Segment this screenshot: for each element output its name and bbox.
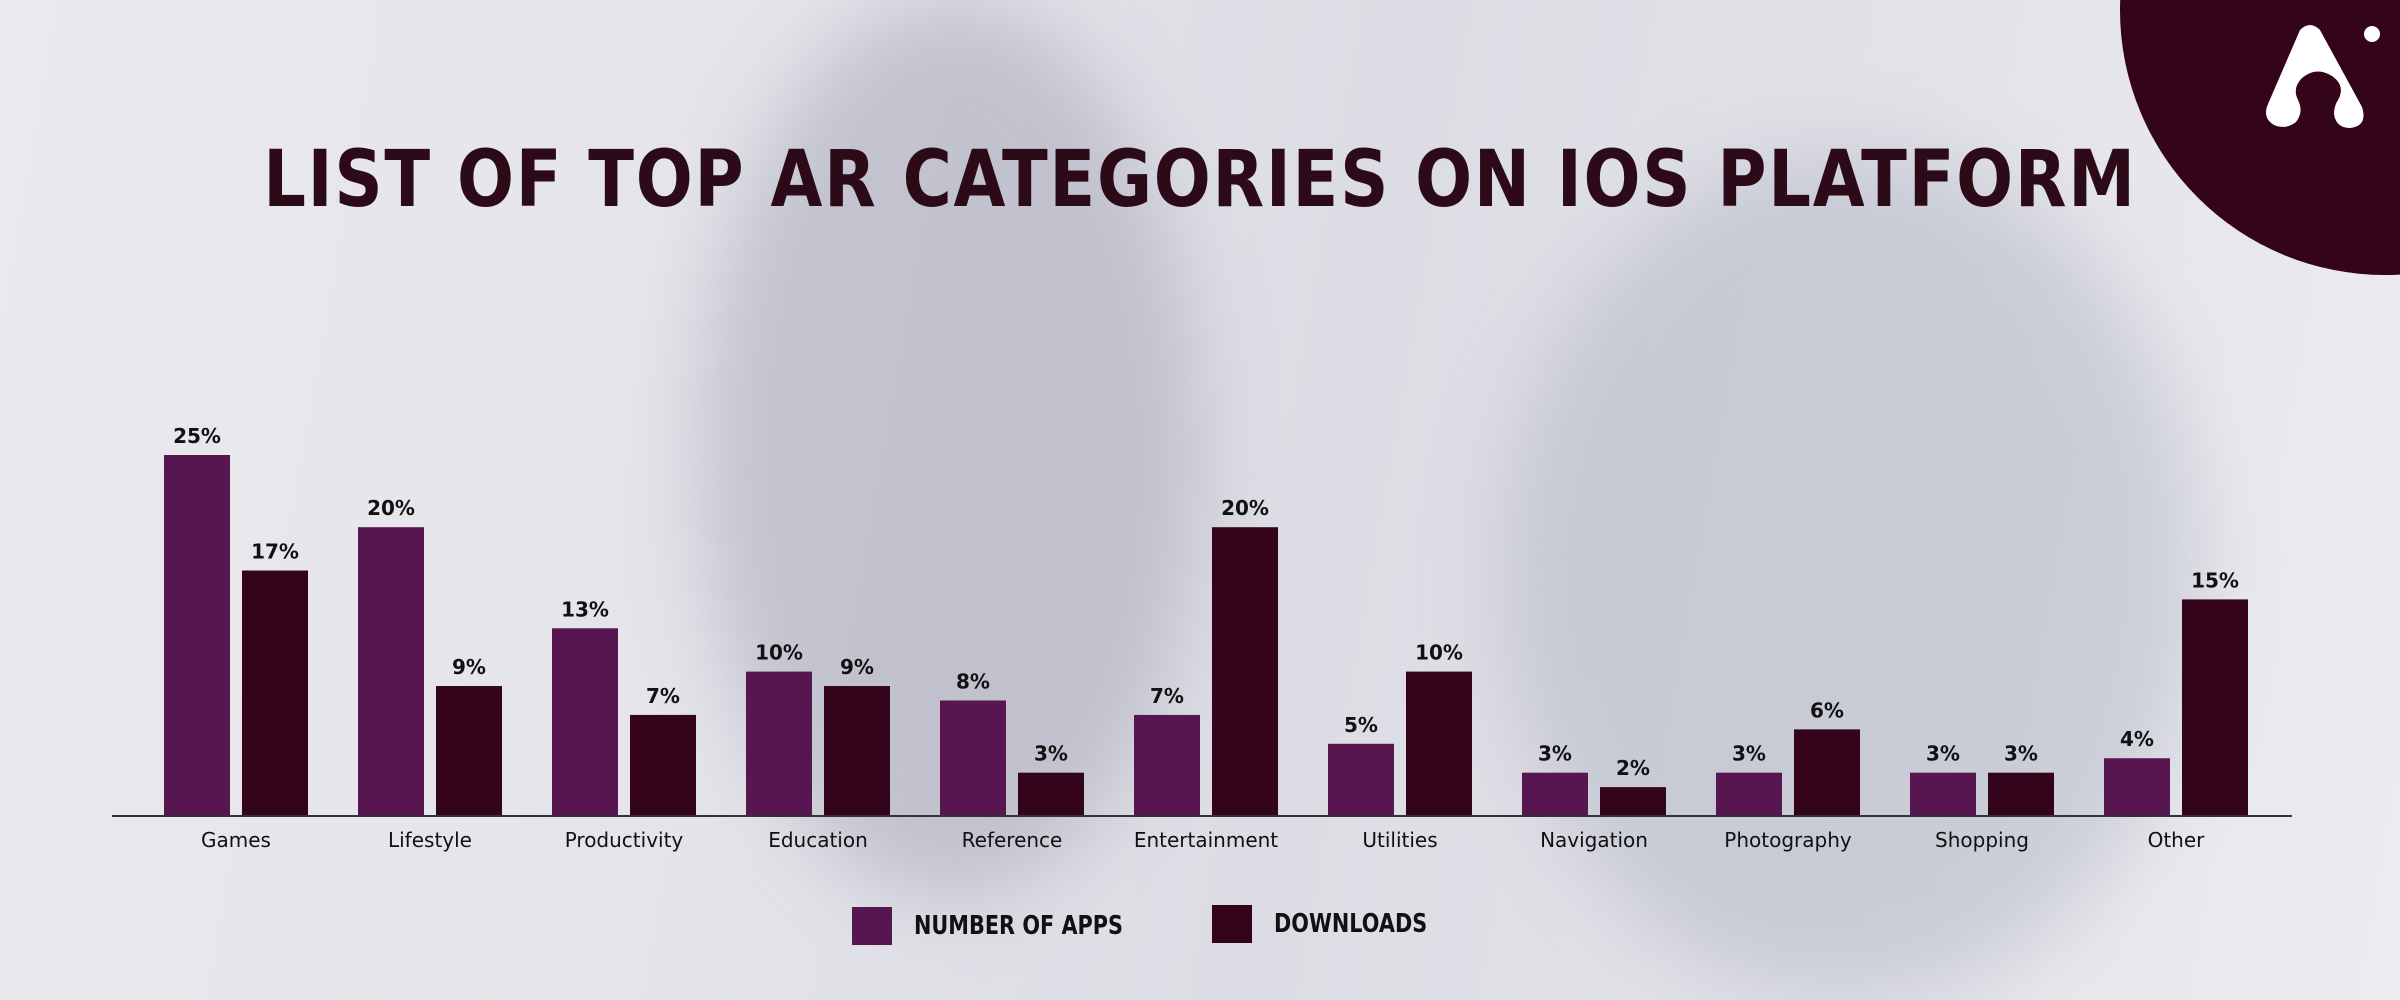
bar-downloads <box>1794 729 1860 816</box>
bar-downloads <box>1406 671 1472 816</box>
data-label: 20% <box>1221 496 1269 520</box>
bar-apps <box>940 700 1006 816</box>
data-label: 2% <box>1616 756 1650 780</box>
legend-label: NUMBER OF APPS <box>914 911 1124 941</box>
bar-downloads <box>242 570 308 816</box>
data-label: 3% <box>1732 742 1766 766</box>
bar-apps <box>164 455 230 816</box>
legend-label: DOWNLOADS <box>1274 909 1428 939</box>
data-label: 10% <box>755 641 803 665</box>
bar-downloads <box>1018 772 1084 816</box>
bar-apps <box>1910 772 1976 816</box>
data-label: 10% <box>1415 641 1463 665</box>
bar-apps <box>1328 743 1394 816</box>
bar-apps <box>2104 758 2170 816</box>
data-label: 25% <box>173 424 221 448</box>
legend-swatch-downloads <box>1212 905 1252 943</box>
bar-apps <box>746 671 812 816</box>
category-label: Games <box>201 828 271 852</box>
category-label: Utilities <box>1362 828 1437 852</box>
data-label: 3% <box>1926 742 1960 766</box>
data-label: 6% <box>1810 698 1844 722</box>
bar-apps <box>1134 714 1200 816</box>
legend-item-number-of-apps: NUMBER OF APPS <box>852 907 1175 945</box>
category-label: Lifestyle <box>388 828 472 852</box>
legend-swatch-apps <box>852 907 892 945</box>
category-label: Photography <box>1724 828 1852 852</box>
category-label: Shopping <box>1935 828 2029 852</box>
bar-downloads <box>1600 787 1666 816</box>
data-label: 3% <box>1034 742 1068 766</box>
data-label: 20% <box>367 496 415 520</box>
chart-title: LIST OF TOP AR CATEGORIES ON IOS PLATFOR… <box>263 135 2137 225</box>
data-label: 9% <box>452 655 486 679</box>
bar-apps <box>1522 772 1588 816</box>
bar-downloads <box>630 714 696 816</box>
bar-downloads <box>436 686 502 816</box>
bar-downloads <box>1988 772 2054 816</box>
data-label: 17% <box>251 540 299 564</box>
bar-apps <box>358 527 424 816</box>
category-label: Entertainment <box>1134 828 1278 852</box>
bar-apps <box>552 628 618 816</box>
data-label: 9% <box>840 655 874 679</box>
data-label: 8% <box>956 669 990 693</box>
data-label: 4% <box>2120 727 2154 751</box>
bar-downloads <box>1212 527 1278 816</box>
data-label: 7% <box>646 684 680 708</box>
data-label: 3% <box>2004 742 2038 766</box>
brand-a-logo-icon <box>2266 25 2380 128</box>
data-label: 15% <box>2191 568 2239 592</box>
category-label: Productivity <box>565 828 684 852</box>
bar-downloads <box>2182 599 2248 816</box>
category-label: Reference <box>962 828 1063 852</box>
category-label: Other <box>2148 828 2206 852</box>
category-label: Navigation <box>1540 828 1648 852</box>
legend-item-downloads: DOWNLOADS <box>1212 905 1466 943</box>
data-label: 5% <box>1344 713 1378 737</box>
background-decoration <box>1500 150 2200 1000</box>
bar-downloads <box>824 686 890 816</box>
data-label: 7% <box>1150 684 1184 708</box>
data-label: 13% <box>561 597 609 621</box>
category-label: Education <box>768 828 868 852</box>
bar-apps <box>1716 772 1782 816</box>
data-label: 3% <box>1538 742 1572 766</box>
